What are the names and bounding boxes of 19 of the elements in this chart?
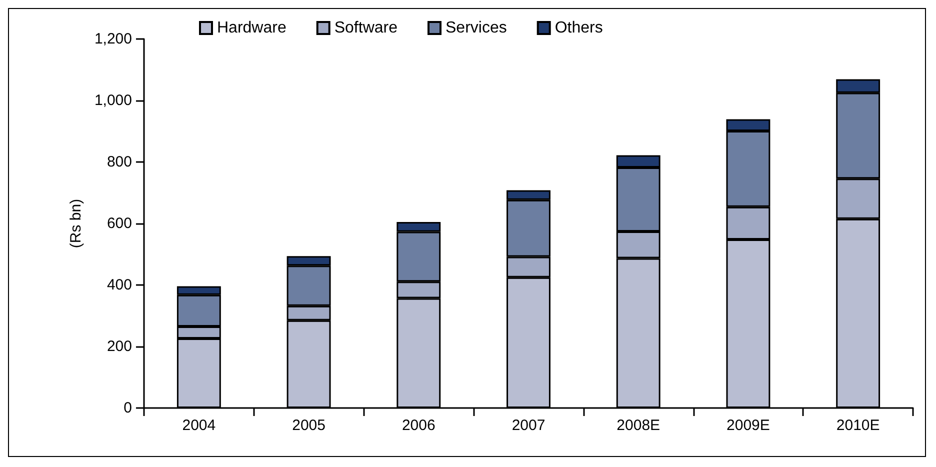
y-tick-label: 0 bbox=[124, 400, 132, 416]
legend-label: Others bbox=[554, 20, 603, 36]
y-tick-label: 600 bbox=[106, 215, 132, 232]
legend-label: Hardware bbox=[217, 20, 286, 36]
x-tick-label: 2008E bbox=[616, 417, 660, 434]
y-tick-label: 200 bbox=[106, 338, 132, 355]
y-tick-label: 1,000 bbox=[94, 92, 132, 109]
legend-label: Software bbox=[334, 20, 398, 36]
x-tick-label: 2005 bbox=[292, 417, 326, 434]
y-axis-title: (Rs bn) bbox=[68, 198, 85, 248]
x-tick-label: 2007 bbox=[512, 417, 546, 434]
y-tick-label: 1,200 bbox=[94, 30, 132, 48]
x-tick-label: 2004 bbox=[182, 417, 216, 434]
x-tick-label: 2009E bbox=[726, 417, 770, 434]
x-tick-label: 2006 bbox=[402, 417, 436, 434]
legend-label: Services bbox=[446, 20, 507, 36]
y-tick-label: 800 bbox=[106, 154, 132, 170]
y-tick-label: 400 bbox=[106, 276, 132, 294]
x-tick-label: 2010E bbox=[836, 417, 880, 434]
